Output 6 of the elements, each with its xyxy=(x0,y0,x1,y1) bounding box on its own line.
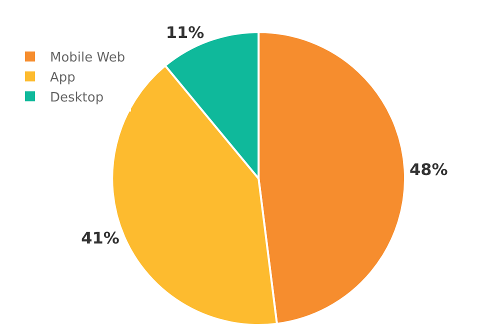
data-label: 11% xyxy=(166,22,204,42)
data-label: 48% xyxy=(410,160,448,179)
legend-label: Desktop xyxy=(50,90,104,106)
data-label: 41% xyxy=(81,228,120,248)
legend-label: App xyxy=(50,70,76,86)
legend-label: Mobile Web xyxy=(50,50,126,66)
